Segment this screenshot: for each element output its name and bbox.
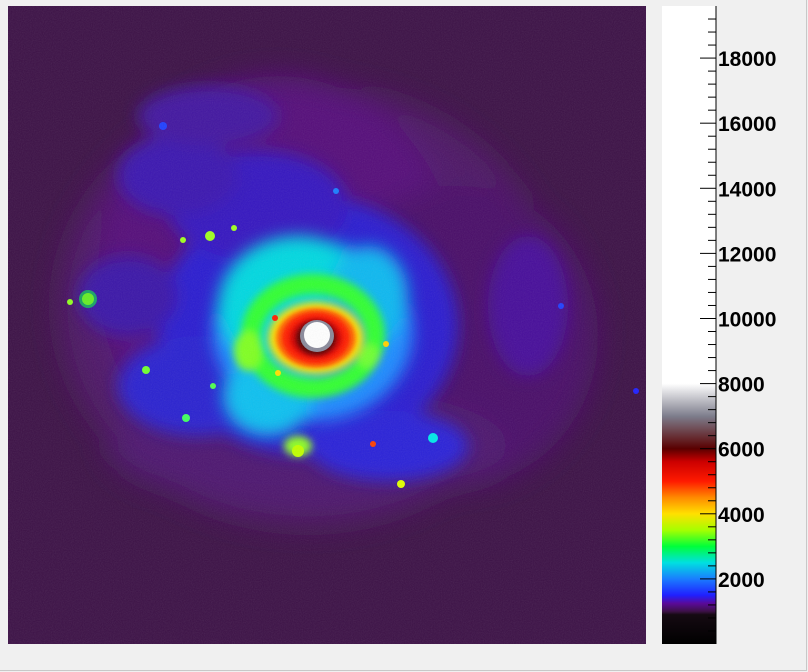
color-scale-gradient [662, 6, 716, 644]
axis-tick-labels: 2000 4000 6000 8000 10000 12000 14000 16000 1800… [718, 48, 776, 592]
color-scale-bar [662, 6, 716, 644]
color-scale-axis: 2000 4000 6000 8000 10000 12000 14000 16000 1800… [700, 6, 806, 644]
axis-tick-label: 2000 [718, 569, 765, 592]
axis-tick-label: 14000 [718, 178, 776, 201]
axis-tick-label: 12000 [718, 243, 776, 266]
axis-tick-label: 10000 [718, 308, 776, 331]
axis-tick-label: 8000 [718, 374, 765, 397]
axis-tick-label: 18000 [718, 48, 776, 71]
axis-tick-label: 6000 [718, 439, 765, 462]
galaxy-image-svg [8, 6, 646, 644]
axis-tick-label: 4000 [718, 504, 765, 527]
color-scale-axis-svg: 2000 4000 6000 8000 10000 12000 14000 16000 1800… [700, 6, 776, 644]
image-noise [8, 6, 646, 644]
axis-major-ticks [700, 57, 716, 580]
axis-tick-label: 16000 [718, 113, 776, 136]
galaxy-image [8, 6, 646, 644]
axis-minor-ticks [708, 18, 716, 632]
color-scale-svg [662, 6, 716, 644]
